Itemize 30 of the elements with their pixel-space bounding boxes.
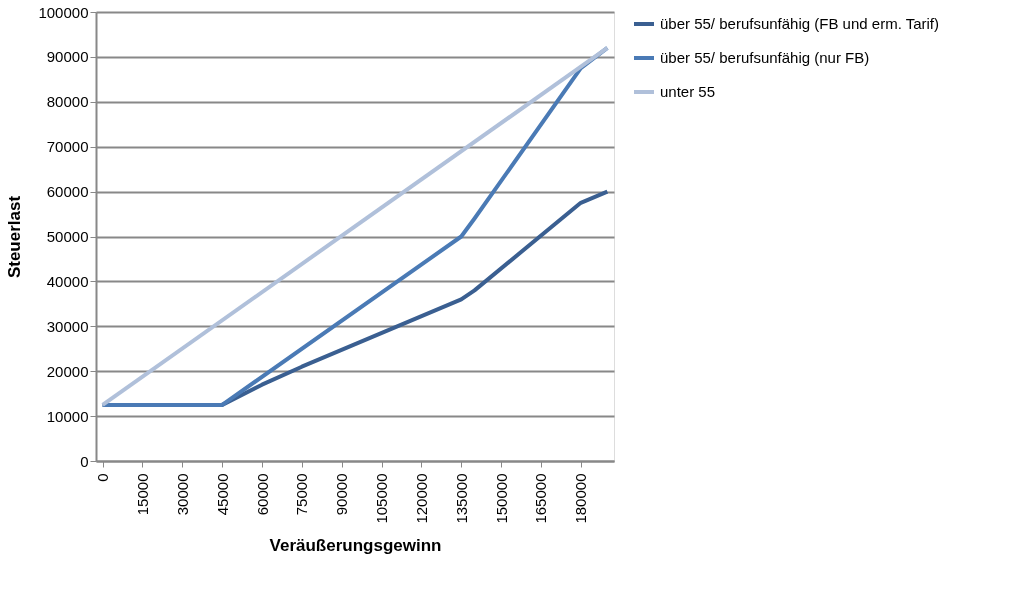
- x-tick-label: 60000: [253, 473, 271, 516]
- x-tick-label: 90000: [333, 473, 351, 516]
- x-tick-label: 15000: [133, 473, 151, 516]
- x-axis-title: Veräußerungsgewinn: [269, 535, 442, 555]
- x-tick-label: 180000: [572, 473, 590, 524]
- y-tick-label: 20000: [46, 362, 89, 380]
- y-tick-label: 70000: [46, 138, 89, 156]
- y-tick-label: 80000: [46, 93, 89, 111]
- y-axis-title: Steuerlast: [5, 195, 25, 279]
- x-tick-label: 165000: [532, 473, 550, 524]
- x-tick-label: 150000: [492, 473, 510, 524]
- x-tick-label: 105000: [373, 473, 391, 524]
- legend-label: über 55/ berufsunfähig (nur FB): [660, 49, 870, 66]
- x-tick-label: 135000: [452, 473, 470, 524]
- line-series: [100, 45, 610, 407]
- x-tick-label: 30000: [173, 473, 191, 516]
- x-tick-label: 45000: [213, 473, 231, 516]
- x-tick-label: 0: [94, 473, 112, 482]
- y-tick-label: 40000: [46, 272, 89, 290]
- y-tick-label: 30000: [46, 317, 89, 335]
- y-tick-label: 0: [80, 452, 89, 470]
- x-tick-label: 120000: [412, 473, 430, 524]
- y-tick-label: 90000: [46, 48, 89, 66]
- x-tick-label: 75000: [293, 473, 311, 516]
- y-tick-label: 60000: [46, 183, 89, 201]
- y-tick-label: 100000: [38, 3, 89, 21]
- y-tick-label: 50000: [46, 228, 89, 245]
- legend-label: unter 55: [660, 83, 716, 100]
- y-tick-label: 10000: [46, 407, 89, 425]
- legend-label: über 55/ berufsunfähig (FB und erm. Tarif): [660, 15, 940, 32]
